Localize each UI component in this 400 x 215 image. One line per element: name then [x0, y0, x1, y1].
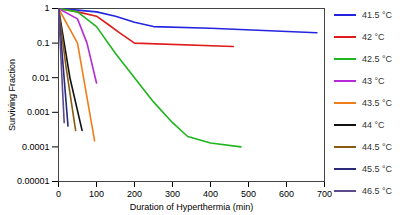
- svg-text:300: 300: [165, 189, 180, 199]
- html-text:41.5 °C: 41.5 °C: [362, 10, 393, 20]
- html-text:45.5 °C: 45.5 °C: [362, 164, 393, 174]
- html-text:43 °C: 43 °C: [362, 76, 385, 86]
- html-text:44 °C: 44 °C: [362, 120, 385, 130]
- svg-text:700: 700: [317, 189, 332, 199]
- html-text:46.5 °C: 46.5 °C: [362, 186, 393, 196]
- html-text:43.5 °C: 43.5 °C: [362, 98, 393, 108]
- svg-text:200: 200: [127, 189, 142, 199]
- svg-text:600: 600: [279, 189, 294, 199]
- svg-text:400: 400: [203, 189, 218, 199]
- svg-text:0.01: 0.01: [32, 73, 50, 83]
- html-text:44.5 °C: 44.5 °C: [362, 142, 393, 152]
- svg-text:Surviving Fraction: Surviving Fraction: [7, 59, 17, 131]
- html-text:42 °C: 42 °C: [362, 32, 385, 42]
- svg-text:0: 0: [56, 189, 61, 199]
- html-text:42.5 °C: 42.5 °C: [362, 54, 393, 64]
- svg-text:0.0001: 0.0001: [22, 142, 50, 152]
- svg-text:100: 100: [89, 189, 104, 199]
- svg-text:0.00001: 0.00001: [17, 176, 50, 186]
- svg-text:1: 1: [44, 3, 49, 13]
- svg-text:0.001: 0.001: [27, 107, 50, 117]
- svg-text:Duration of Hyperthermia (min): Duration of Hyperthermia (min): [130, 202, 254, 212]
- svg-text:0.1: 0.1: [37, 38, 50, 48]
- svg-text:500: 500: [241, 189, 256, 199]
